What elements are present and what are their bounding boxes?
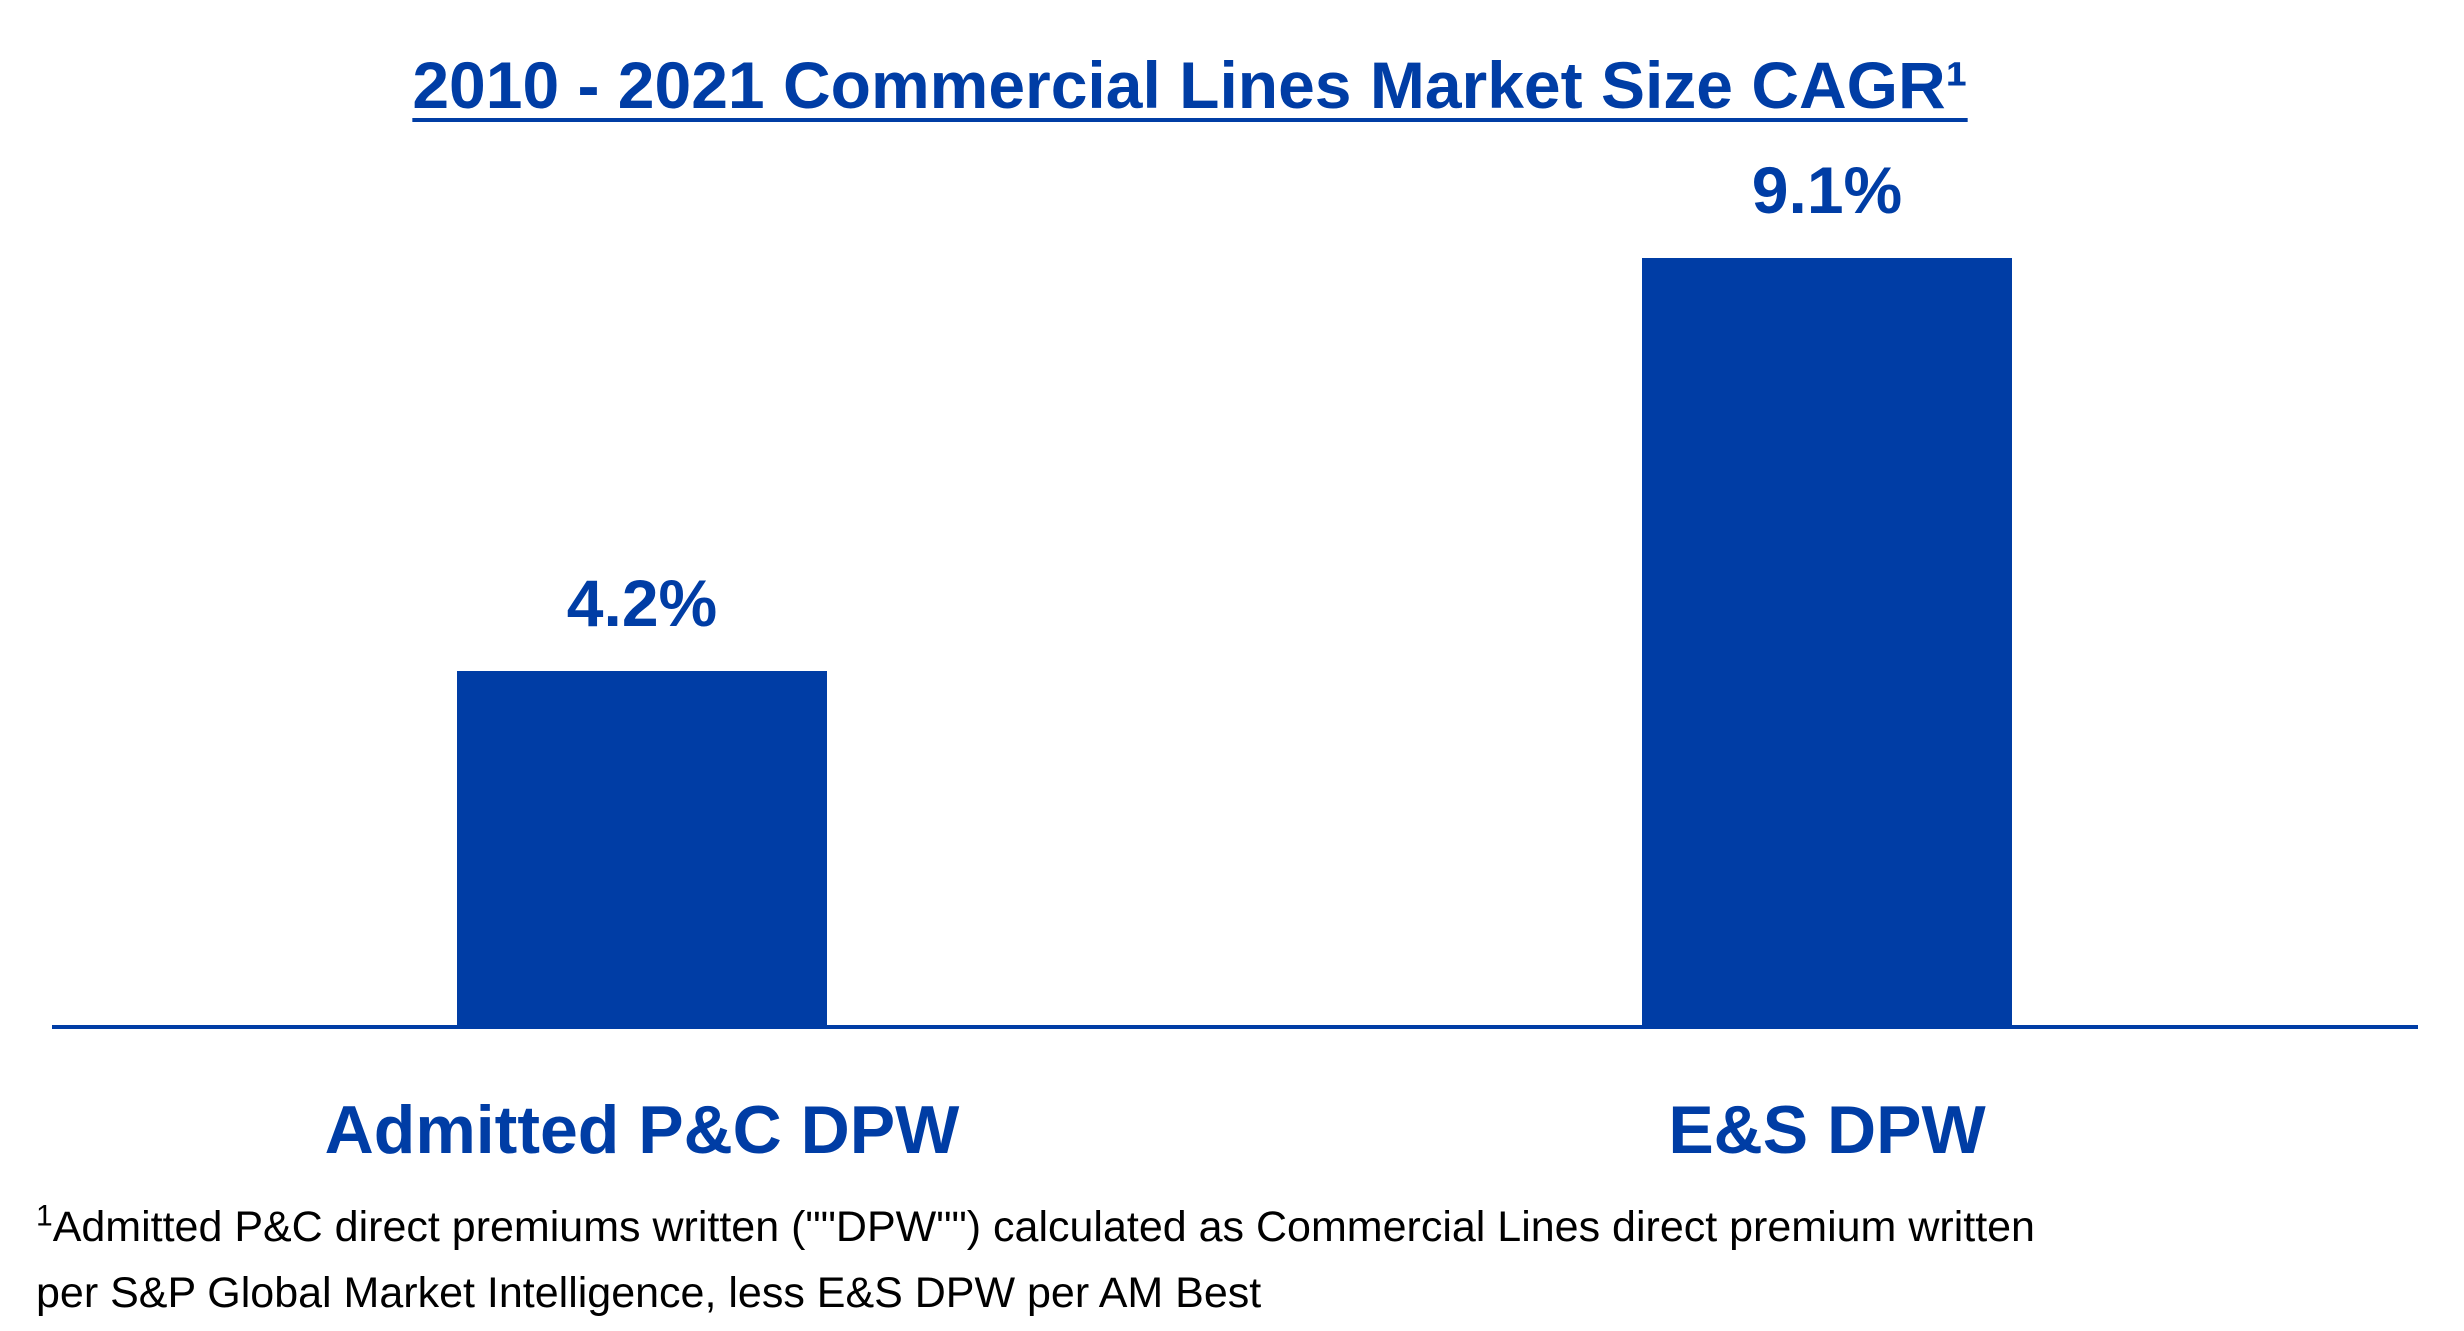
bar-2 (1642, 258, 2012, 1025)
category-label-2: E&S DPW (1668, 1092, 1986, 1168)
chart-title: 2010 - 2021 Commercial Lines Market Size… (412, 48, 1967, 122)
bars-group: 4.2% 9.1% (457, 153, 2012, 1025)
footnote-line-2: per S&P Global Market Intelligence, less… (36, 1269, 1262, 1317)
category-labels: Admitted P&C DPW E&S DPW (325, 1092, 1987, 1168)
footnote: 1Admitted P&C direct premiums written ("… (36, 1194, 2456, 1326)
footnote-marker: 1 (36, 1199, 53, 1233)
category-label-1: Admitted P&C DPW (325, 1092, 960, 1168)
footnote-text-1: Admitted P&C direct premiums written (""… (52, 1203, 2035, 1251)
bar-value-label-2: 9.1% (1752, 153, 1902, 227)
footnote-line-1: 1Admitted P&C direct premiums written ("… (36, 1194, 2456, 1260)
bar-1 (457, 671, 827, 1025)
bar-value-label-1: 4.2% (567, 566, 717, 640)
